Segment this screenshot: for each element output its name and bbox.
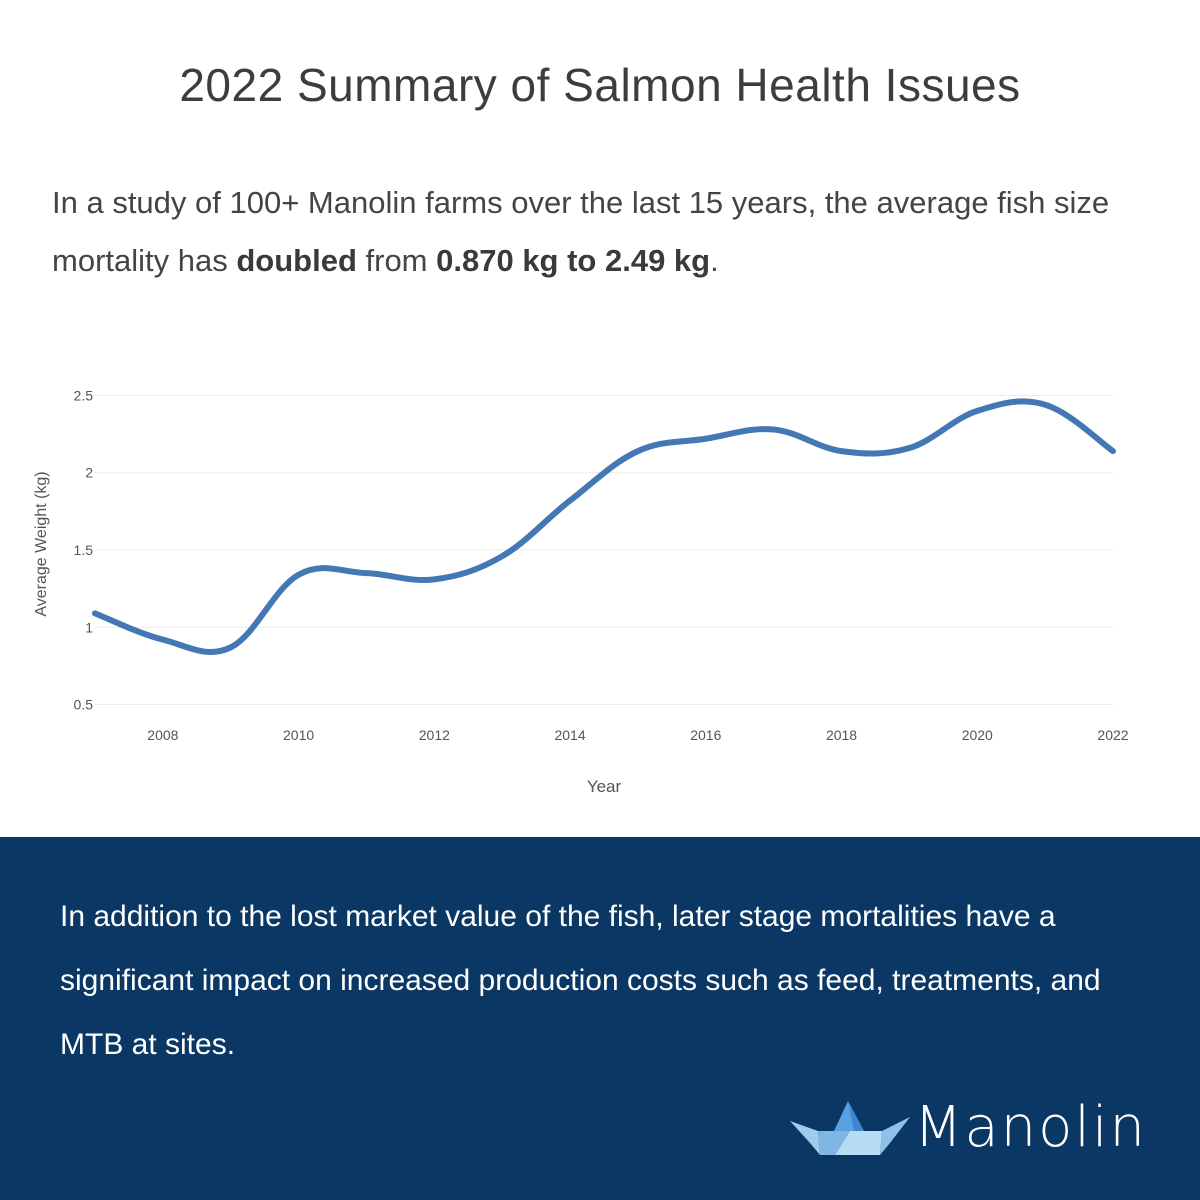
x-axis-title: Year	[587, 777, 622, 796]
intro-paragraph: In a study of 100+ Manolin farms over th…	[52, 174, 1162, 290]
weight-line-chart: 0.5 1 1.5 2 2.5 2008 2010 2012 2014 2016 2018 2020…	[33, 387, 1129, 796]
intro-text-3: .	[710, 243, 719, 278]
chart-gridlines	[95, 394, 1113, 706]
y-tick-label: 0.5	[74, 697, 94, 713]
intro-text-2: from	[356, 243, 437, 278]
footer-text: In addition to the lost market value of …	[60, 900, 1101, 1061]
intro-text-1: In a study of 100+ Manolin farms over th…	[52, 185, 1110, 278]
page-title: 2022 Summary of Salmon Health Issues	[179, 59, 1021, 111]
x-tick-label: 2020	[962, 727, 993, 743]
y-tick-label: 2	[85, 465, 93, 481]
intro-bold-range: 0.870 kg to 2.49 kg	[436, 243, 711, 278]
x-tick-label: 2012	[419, 727, 450, 743]
x-tick-label: 2010	[283, 727, 314, 743]
logo-wordmark: Manolin	[914, 1095, 1147, 1160]
y-tick-label: 1	[85, 619, 93, 635]
x-tick-label: 2018	[826, 727, 857, 743]
manolin-logo[interactable]: Manolin	[790, 1095, 1170, 1169]
y-axis-title: Average Weight (kg)	[33, 471, 50, 616]
intro-bold-doubled: doubled	[236, 243, 357, 278]
y-axis-ticks: 0.5 1 1.5 2 2.5	[74, 387, 94, 712]
y-tick-label: 2.5	[74, 387, 94, 403]
y-tick-label: 1.5	[74, 542, 94, 558]
x-tick-label: 2014	[554, 727, 585, 743]
average-weight-line	[92, 398, 1116, 655]
x-axis-ticks: 2008 2010 2012 2014 2016 2018 2020 2022	[147, 727, 1128, 743]
paper-boat-icon	[790, 1101, 910, 1155]
x-tick-label: 2016	[690, 727, 721, 743]
footer-banner: In addition to the lost market value of …	[0, 837, 1200, 1200]
x-tick-label: 2008	[147, 727, 178, 743]
x-tick-label: 2022	[1097, 727, 1128, 743]
